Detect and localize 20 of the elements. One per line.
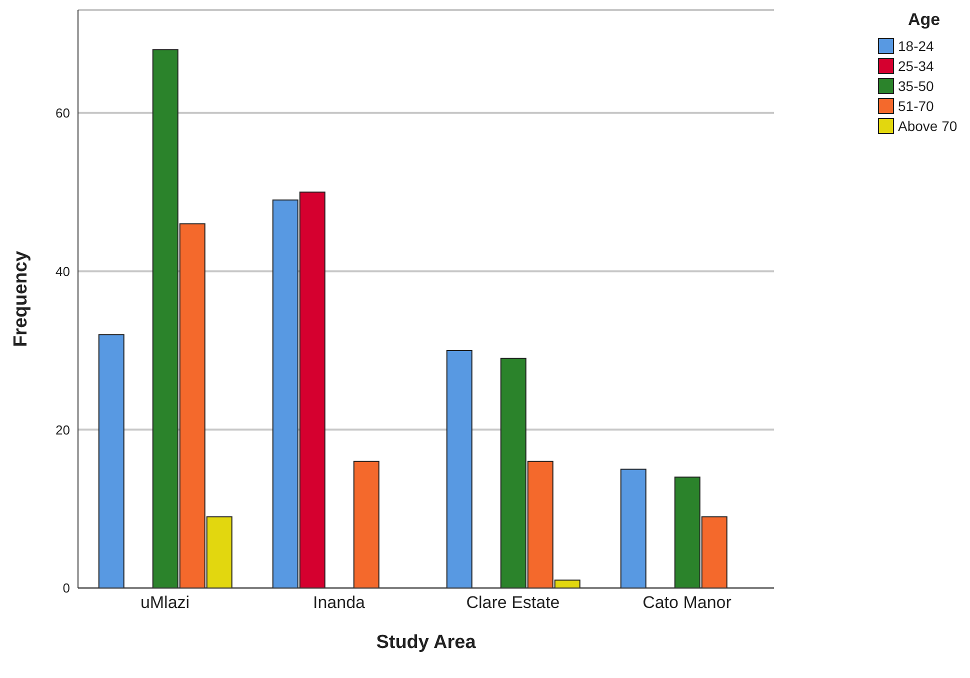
x-axis-title: Study Area (376, 632, 476, 653)
bar (98, 334, 124, 588)
x-tick-label: Inanda (313, 593, 366, 612)
legend-title: Age (906, 10, 942, 30)
x-tick-label: Cato Manor (642, 593, 732, 612)
y-tick-label: 20 (56, 422, 70, 438)
legend-label: 18-24 (898, 38, 934, 54)
legend-label: 35-50 (898, 78, 934, 94)
legend-label: Above 70 (898, 118, 958, 134)
y-tick-label: 40 (56, 264, 70, 279)
x-tick-label: uMlazi (140, 593, 190, 612)
y-tick-label: 0 (62, 580, 70, 596)
bar (620, 468, 646, 588)
bar (446, 350, 472, 588)
legend-label: 25-34 (898, 58, 934, 74)
x-tick-label: Clare Estate (466, 593, 560, 612)
legend-label: 51-70 (898, 98, 934, 114)
y-tick-label: 60 (56, 106, 70, 121)
y-axis-title: Frequency (10, 250, 32, 348)
bar (353, 460, 380, 588)
